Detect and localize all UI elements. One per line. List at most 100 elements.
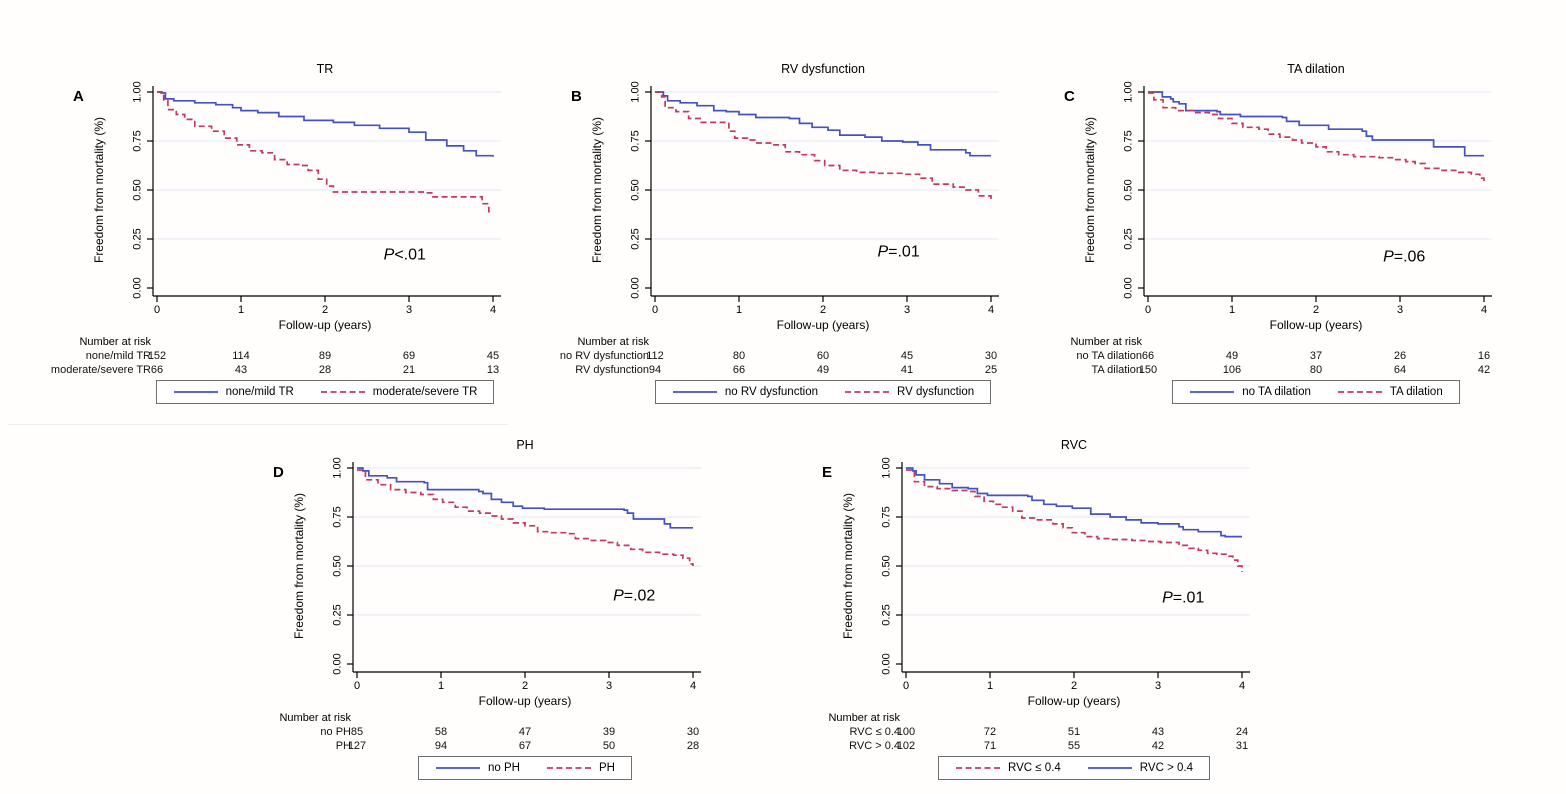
risk-count: 42 <box>1151 740 1165 752</box>
risk-count: 43 <box>234 364 248 376</box>
y-tick-label: 1.00 <box>881 457 893 478</box>
y-tick-label: 0.00 <box>881 653 893 674</box>
risk-count: 66 <box>1141 350 1155 362</box>
x-tick-label: 1 <box>438 680 444 692</box>
panel-letter: D <box>273 464 284 481</box>
legend-label: no PH <box>488 762 520 774</box>
x-tick-label: 4 <box>988 304 994 316</box>
x-tick-label: 1 <box>987 680 993 692</box>
risk-row: RVC > 0.4 102 71 55 42 31 <box>810 740 1270 754</box>
risk-row: PH 127 94 67 50 28 <box>261 740 721 754</box>
panel-title: TA dilation <box>1287 62 1345 76</box>
x-tick-label: 2 <box>820 304 826 316</box>
legend-sample-solid-line <box>672 391 717 393</box>
y-tick-label: 1.00 <box>630 81 642 102</box>
risk-row: RVC ≤ 0.4 100 72 51 43 24 <box>810 726 1270 740</box>
legend-label: no TA dilation <box>1242 386 1311 398</box>
legend-box: RVC ≤ 0.4 RVC > 0.4 <box>938 756 1210 780</box>
y-tick-label: 0.75 <box>332 506 344 527</box>
km-plot: 0.00 0.25 0.50 0.75 1.00 0 1 2 3 4 Freedom from mo… <box>841 457 1250 692</box>
legend-entry: no TA dilation <box>1189 386 1311 398</box>
panel-letter: B <box>571 88 582 105</box>
risk-row-label: TA dilation <box>1091 364 1142 376</box>
panel-letter: E <box>822 464 833 481</box>
x-tick-label: 1 <box>1229 304 1235 316</box>
risk-count: 26 <box>1393 350 1407 362</box>
y-tick-label: 0.25 <box>332 604 344 625</box>
y-axis-title: Freedom from mortality (%) <box>590 117 604 263</box>
number-at-risk-header: Number at risk <box>79 336 151 348</box>
legend-label: none/mild TR <box>225 386 294 398</box>
legend-sample-dashed-line <box>845 391 889 393</box>
x-tick-label: 4 <box>690 680 696 692</box>
risk-count: 106 <box>1222 364 1242 376</box>
risk-count: 24 <box>1235 726 1249 738</box>
risk-row-label: no TA dilation <box>1076 350 1142 362</box>
legend-box: no PH PH <box>418 756 632 780</box>
risk-count: 28 <box>318 364 332 376</box>
km-curve-dashed <box>906 469 1243 572</box>
risk-count: 21 <box>402 364 416 376</box>
km-curve-solid <box>906 467 1242 538</box>
legend-entry: no RV dysfunction <box>672 386 818 398</box>
x-tick-label: 4 <box>1481 304 1487 316</box>
legend-box: no RV dysfunction RV dysfunction <box>654 380 992 404</box>
risk-count: 80 <box>732 350 746 362</box>
legend-box: no TA dilation TA dilation <box>1172 380 1460 404</box>
legend-box: none/mild TR moderate/severe TR <box>155 380 495 404</box>
legend-entry: PH <box>546 762 615 774</box>
km-plot: 0.00 0.25 0.50 0.75 1.00 0 1 2 3 4 Freedom from mo… <box>1083 81 1492 316</box>
panel-letter: C <box>1064 88 1075 105</box>
panel-title: TR <box>316 62 334 76</box>
risk-count: 85 <box>350 726 364 738</box>
risk-row: RV dysfunction 94 66 49 41 25 <box>559 364 1019 378</box>
risk-count: 94 <box>434 740 448 752</box>
legend-label: no RV dysfunction <box>724 386 818 398</box>
y-tick-label: 0.50 <box>1123 179 1135 200</box>
y-axis-title: Freedom from mortality (%) <box>292 493 306 639</box>
risk-count: 31 <box>1235 740 1249 752</box>
risk-row: no RV dysfunction 112 80 60 45 30 <box>559 350 1019 364</box>
risk-count: 50 <box>602 740 616 752</box>
risk-count: 102 <box>896 740 916 752</box>
x-tick-label: 2 <box>322 304 328 316</box>
risk-count: 49 <box>816 364 830 376</box>
p-value-annotation: P<.01 <box>384 247 426 264</box>
risk-row: moderate/severe TR 66 43 28 21 13 <box>51 364 521 378</box>
km-curve-solid <box>357 467 693 529</box>
risk-count: 42 <box>1477 364 1491 376</box>
y-tick-label: 0.25 <box>132 228 144 249</box>
risk-row-label: RV dysfunction <box>575 364 649 376</box>
y-axis-title: Freedom from mortality (%) <box>92 117 106 263</box>
km-panel: B RV dysfunction 0.00 0.25 0.50 0.75 1.00 0 1 2… <box>559 60 1019 420</box>
risk-count: 58 <box>434 726 448 738</box>
legend-sample-solid-line <box>436 767 481 769</box>
x-axis-title: Follow-up (years) <box>1269 318 1363 332</box>
risk-count: 28 <box>686 740 700 752</box>
legend-entry: no PH <box>435 762 520 774</box>
y-axis-title: Freedom from mortality (%) <box>1083 117 1097 263</box>
risk-count: 66 <box>732 364 746 376</box>
legend-entry: TA dilation <box>1337 386 1443 398</box>
legend-entry: RVC ≤ 0.4 <box>955 762 1061 774</box>
number-at-risk-header: Number at risk <box>828 712 900 724</box>
y-tick-label: 0.00 <box>1123 277 1135 298</box>
risk-row-label: no RV dysfunction <box>559 350 649 362</box>
y-tick-label: 0.00 <box>332 653 344 674</box>
legend-sample-dashed-line <box>1337 391 1382 393</box>
legend-label: RVC ≤ 0.4 <box>1008 762 1061 774</box>
risk-count: 25 <box>984 364 998 376</box>
y-tick-label: 0.75 <box>881 506 893 527</box>
x-axis-title: Follow-up (years) <box>478 694 572 708</box>
legend-sample-solid-line <box>1190 391 1235 393</box>
risk-count: 47 <box>518 726 532 738</box>
p-value-annotation: P=.06 <box>1383 249 1425 266</box>
km-curve-dashed <box>1148 92 1485 182</box>
risk-count: 13 <box>486 364 500 376</box>
legend-label: RV dysfunction <box>897 386 975 398</box>
legend-label: moderate/severe TR <box>372 386 478 398</box>
y-tick-label: 1.00 <box>1123 81 1135 102</box>
panel-title: RVC <box>1060 438 1088 452</box>
y-tick-label: 0.25 <box>1123 228 1135 249</box>
km-panel: D PH 0.00 0.25 0.50 0.75 1.00 0 1 2 3 4 Freedom fr… <box>261 436 721 794</box>
